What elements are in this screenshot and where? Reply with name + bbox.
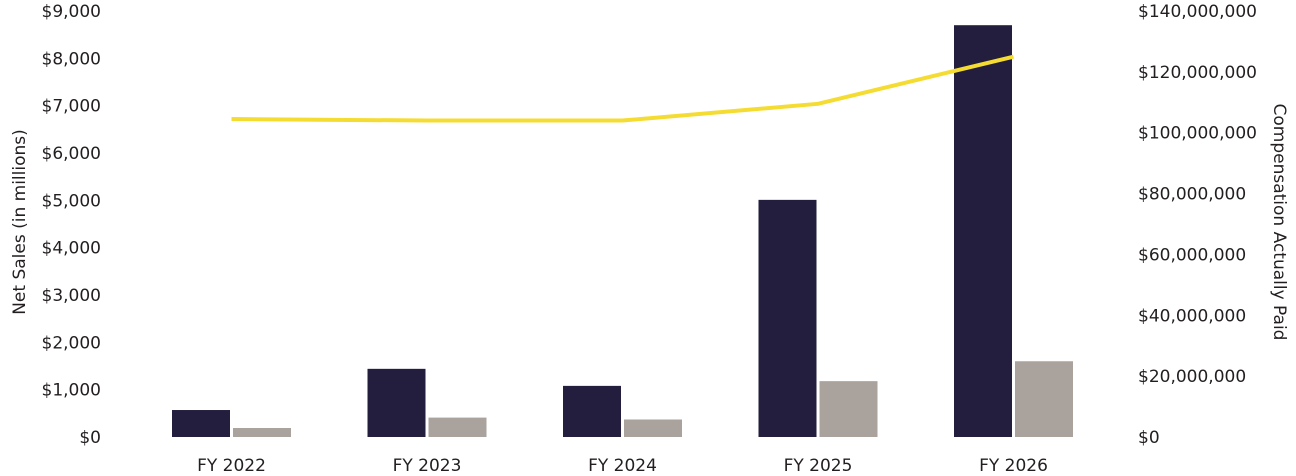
line-series-1: [231, 54, 1014, 123]
y-tick-left: $3,000: [42, 286, 101, 306]
y-tick-left: $6,000: [42, 144, 101, 164]
y-tick-right: $60,000,000: [1138, 245, 1246, 265]
y-tick-right: $0: [1138, 428, 1160, 448]
y-tick-left: $4,000: [42, 239, 101, 259]
y-axis-title-left: Net Sales (in millions): [10, 129, 30, 315]
y-tick-left: $8,000: [42, 49, 101, 69]
y-tick-left: $7,000: [42, 97, 101, 117]
bar-series1-fy-2026: [954, 25, 1012, 437]
y-tick-left: $1,000: [42, 381, 101, 401]
y-axis-right: $0 $20,000,000 $40,000,000 $60,000,000 $80,0…: [1138, 2, 1257, 448]
x-axis: FY 2022 FY 2023 FY 2024 FY 2025 FY 2026: [197, 456, 1048, 476]
y-tick-right: $100,000,000: [1138, 124, 1257, 144]
bars-layer: [172, 25, 1073, 437]
y-tick-right: $40,000,000: [1138, 306, 1246, 326]
y-tick-left: $2,000: [42, 333, 101, 353]
line-layer: [231, 54, 1014, 123]
y-tick-left: $9,000: [42, 2, 101, 22]
bar-series2-fy-2025: [819, 381, 878, 437]
x-tick-label: FY 2024: [588, 456, 657, 476]
y-axis-left: $0 $1,000 $2,000 $3,000 $4,000 $5,000 $6,000 $7…: [42, 2, 101, 448]
x-tick-label: FY 2026: [979, 456, 1048, 476]
x-tick-label: FY 2025: [784, 456, 853, 476]
bar-series1-fy-2025: [758, 199, 817, 437]
x-tick-label: FY 2022: [197, 456, 266, 476]
y-tick-left: $0: [79, 428, 101, 448]
bar-series2-fy-2024: [624, 419, 682, 437]
bar-series1-fy-2024: [563, 385, 621, 437]
y-tick-right: $80,000,000: [1138, 185, 1246, 205]
bar-series2-fy-2022: [233, 428, 291, 437]
bar-series1-fy-2022: [172, 410, 230, 437]
y-tick-right: $120,000,000: [1138, 63, 1257, 83]
y-tick-right: $140,000,000: [1138, 2, 1257, 22]
y-tick-left: $5,000: [42, 191, 101, 211]
x-tick-label: FY 2023: [393, 456, 462, 476]
bar-series2-fy-2026: [1015, 361, 1073, 437]
bar-series2-fy-2023: [428, 417, 487, 437]
y-axis-title-right: Compensation Actually Paid: [1269, 104, 1289, 341]
y-tick-right: $20,000,000: [1138, 367, 1246, 387]
bar-series1-fy-2023: [367, 368, 426, 437]
